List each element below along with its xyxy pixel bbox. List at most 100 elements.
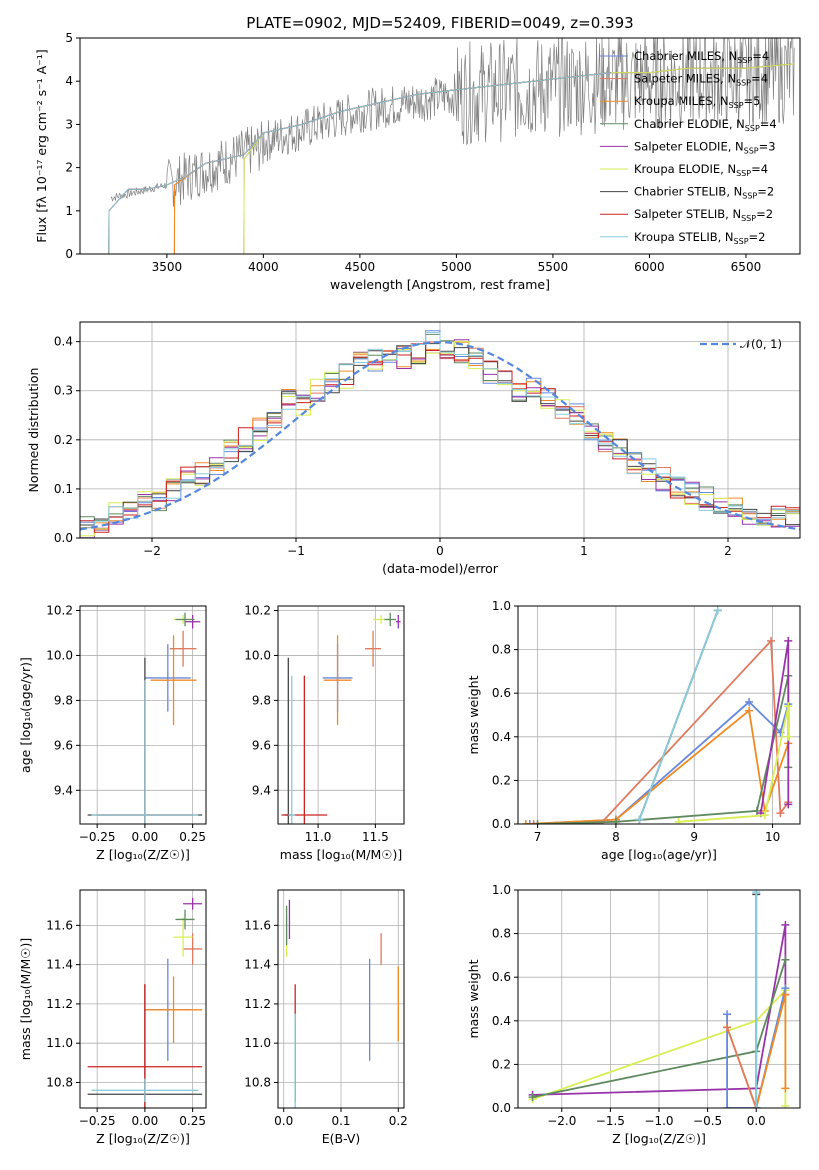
mass-weight-marker <box>528 1093 537 1102</box>
legend-value: =4 <box>751 72 768 86</box>
legend-value: =2 <box>749 230 766 244</box>
spectrum-panel: 3500 4000 4500 5000 5500 6000 6500 0 1 2 3 4 5 wavele… <box>34 31 801 292</box>
y-tick-label: 11.0 <box>244 1036 271 1050</box>
x-tick-label: 0.2 <box>389 1114 408 1128</box>
x-tick-label: 0.25 <box>179 1114 206 1128</box>
x-tick-label: −0.5 <box>693 1114 722 1128</box>
histogram-step <box>80 343 800 533</box>
x-tick-label: 4000 <box>248 260 279 274</box>
y-tick-label: 0.2 <box>54 433 73 447</box>
y-axis-label: age [log₁₀(age/yr)] <box>18 657 33 773</box>
z-mass-panel: −0.25 0.00 0.25 10.8 11.0 11.2 11.4 11.6 Z [log₁… <box>18 889 207 1146</box>
model-spectrum-line <box>243 63 795 254</box>
mass-weight-marker <box>635 815 644 824</box>
legend-value: =5 <box>744 94 761 108</box>
model-spectrum-line <box>243 63 795 254</box>
x-tick-label: −1.0 <box>644 1114 673 1128</box>
x-axis-label: mass [log₁₀(M/M☉)] <box>280 847 402 862</box>
mass-weight-marker <box>674 817 683 824</box>
spectrum-legend: Chabrier MILES, NSSP=4 Salpeter MILES, NS… <box>600 49 777 246</box>
y-tick-label: 0.6 <box>492 970 511 984</box>
mass-weight-marker <box>529 820 538 824</box>
mass-weight-marker <box>745 697 754 706</box>
y-tick-label: 10.2 <box>46 603 73 617</box>
x-tick-label: −2.0 <box>547 1114 576 1128</box>
x-axis-label: Z [log₁₀(Z/Z☉)] <box>96 1131 190 1146</box>
legend-label: Chabrier STELIB, NSSP=2 <box>634 185 774 201</box>
x-tick-label: 0.25 <box>179 830 206 844</box>
y-axis-label: Flux [fλ 10⁻¹⁷ erg cm⁻² s⁻¹ A⁻¹] <box>34 49 49 242</box>
mass-weight-marker <box>781 1101 790 1108</box>
x-tick-label: 0.00 <box>132 830 159 844</box>
y-tick-label: 9.8 <box>252 693 271 707</box>
legend-subscript: SSP <box>736 79 751 88</box>
mass-weight-line <box>678 706 790 823</box>
legend-label: Salpeter STELIB, NSSP=2 <box>634 207 773 223</box>
y-tick-label: 1 <box>65 204 73 218</box>
y-tick-label: 0.1 <box>54 482 73 496</box>
legend-subscript: SSP <box>737 56 752 65</box>
mass-weight-line <box>638 610 719 820</box>
legend-label: Salpeter MILES, NSSP=4 <box>634 72 768 88</box>
x-tick-label: −2 <box>143 544 161 558</box>
y-tick-label: 0 <box>65 247 73 261</box>
axes-frame <box>277 605 405 825</box>
y-tick-label: 10.0 <box>46 648 73 662</box>
mass-weight-marker <box>781 990 790 999</box>
age-weight-panel: 7 8 9 10 0.0 0.2 0.4 0.6 0.8 1.0 age [log₁₀(age/yr… <box>466 599 801 862</box>
x-tick-label: 11.5 <box>362 830 389 844</box>
legend-label: Kroupa STELIB, NSSP=2 <box>634 230 765 246</box>
legend-label: Chabrier ELODIE, NSSP=4 <box>634 117 777 133</box>
model-spectrum-line <box>108 72 611 254</box>
y-tick-label: 0.0 <box>492 817 511 831</box>
mass-weight-marker <box>713 606 722 615</box>
x-axis-label: Z [log₁₀(Z/Z☉)] <box>96 847 190 862</box>
legend-value: =2 <box>757 185 774 199</box>
legend-value: =3 <box>759 139 776 153</box>
y-tick-label: 0.0 <box>54 531 73 545</box>
plot-area <box>108 38 795 254</box>
y-tick-label: 11.6 <box>46 918 73 932</box>
mass-weight-line <box>533 638 790 824</box>
y-tick-label: 9.4 <box>252 783 271 797</box>
x-tick-label: 5500 <box>538 260 569 274</box>
axes-frame <box>79 37 801 255</box>
mass-weight-marker <box>760 811 769 820</box>
legend-value: =4 <box>752 49 769 63</box>
x-tick-label: 4500 <box>345 260 376 274</box>
x-tick-label: 3500 <box>152 260 183 274</box>
mass-weight-marker <box>611 817 620 824</box>
x-axis-label: (data-model)/error <box>382 561 499 576</box>
y-tick-label: 9.6 <box>252 738 271 752</box>
y-tick-label: 9.4 <box>54 783 73 797</box>
plot-area <box>80 330 800 538</box>
model-spectrum-line <box>243 63 795 254</box>
y-tick-label: 11.6 <box>244 918 271 932</box>
mass-weight-marker <box>776 809 785 818</box>
x-tick-label: −0.25 <box>79 830 116 844</box>
x-tick-label: 6000 <box>634 260 665 274</box>
plot-area <box>285 899 399 1108</box>
z-weight-panel: −2.0 −1.5 −1.0 −0.5 0.0 0.0 0.2 0.4 0.6 0.8 1.0 Z [… <box>466 883 801 1146</box>
x-tick-label: 0.00 <box>132 1114 159 1128</box>
plot-area <box>281 612 401 824</box>
y-tick-label: 10.8 <box>244 1075 271 1089</box>
y-tick-label: 11.4 <box>244 958 271 972</box>
y-axis-label: Normed distribution <box>26 368 41 493</box>
mass-weight-marker <box>533 820 542 824</box>
y-tick-label: 0.8 <box>492 643 511 657</box>
y-axis-label: mass [log₁₀(M/M☉)] <box>18 938 33 1060</box>
x-tick-label: −1.5 <box>596 1114 625 1128</box>
mass-weight-marker <box>521 820 530 824</box>
mass-weight-marker <box>525 820 534 824</box>
legend-label: Kroupa MILES, NSSP=5 <box>634 94 760 110</box>
legend-subscript: SSP <box>734 237 749 246</box>
mass-weight-marker <box>781 920 790 929</box>
legend-label: Kroupa ELODIE, NSSP=4 <box>634 162 768 178</box>
y-tick-label: 11.2 <box>46 997 73 1011</box>
axes-frame <box>517 605 801 825</box>
x-tick-label: 5000 <box>441 260 472 274</box>
y-tick-label: 11.2 <box>244 997 271 1011</box>
mass-weight-marker <box>784 732 793 741</box>
